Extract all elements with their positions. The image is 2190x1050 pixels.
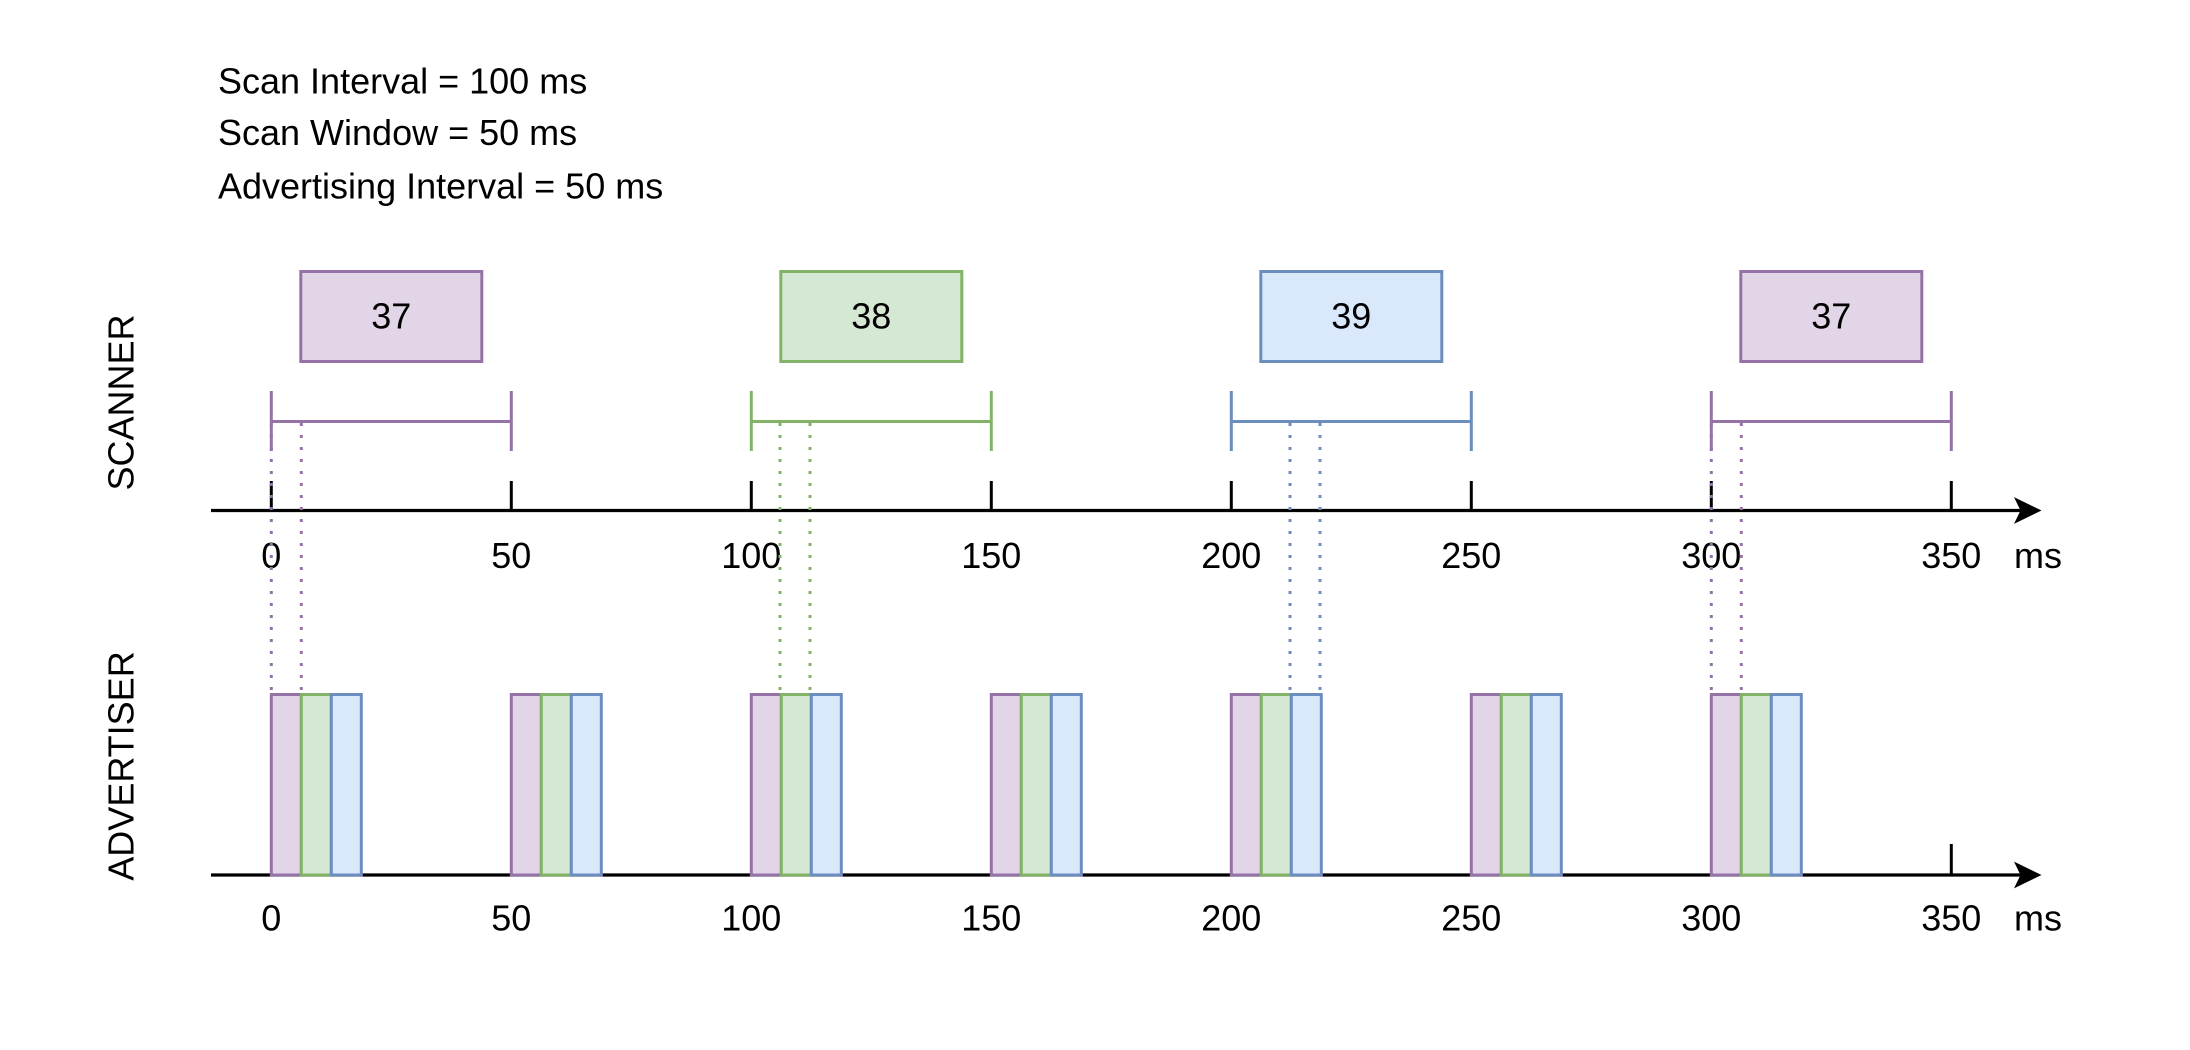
svg-text:250: 250 bbox=[1441, 535, 1501, 576]
svg-text:37: 37 bbox=[371, 296, 411, 337]
svg-text:50: 50 bbox=[491, 898, 531, 939]
svg-text:0: 0 bbox=[261, 898, 281, 939]
svg-text:38: 38 bbox=[851, 296, 891, 337]
svg-text:150: 150 bbox=[961, 898, 1021, 939]
svg-text:100: 100 bbox=[721, 898, 781, 939]
svg-text:37: 37 bbox=[1811, 296, 1851, 337]
svg-text:350: 350 bbox=[1921, 898, 1981, 939]
svg-text:ms: ms bbox=[2014, 535, 2062, 576]
svg-text:200: 200 bbox=[1201, 535, 1261, 576]
svg-text:150: 150 bbox=[961, 535, 1021, 576]
svg-text:250: 250 bbox=[1441, 898, 1501, 939]
svg-text:ADVERTISER: ADVERTISER bbox=[101, 651, 142, 880]
svg-text:Scan Interval = 100 ms: Scan Interval = 100 ms bbox=[218, 61, 587, 102]
svg-text:39: 39 bbox=[1331, 296, 1371, 337]
svg-text:350: 350 bbox=[1921, 535, 1981, 576]
svg-text:SCANNER: SCANNER bbox=[101, 314, 142, 490]
svg-text:Scan Window = 50 ms: Scan Window = 50 ms bbox=[218, 112, 577, 153]
svg-text:Advertising Interval = 50 ms: Advertising Interval = 50 ms bbox=[218, 166, 663, 207]
svg-text:300: 300 bbox=[1681, 898, 1741, 939]
svg-text:50: 50 bbox=[491, 535, 531, 576]
svg-text:ms: ms bbox=[2014, 898, 2062, 939]
svg-text:100: 100 bbox=[721, 535, 781, 576]
svg-text:200: 200 bbox=[1201, 898, 1261, 939]
